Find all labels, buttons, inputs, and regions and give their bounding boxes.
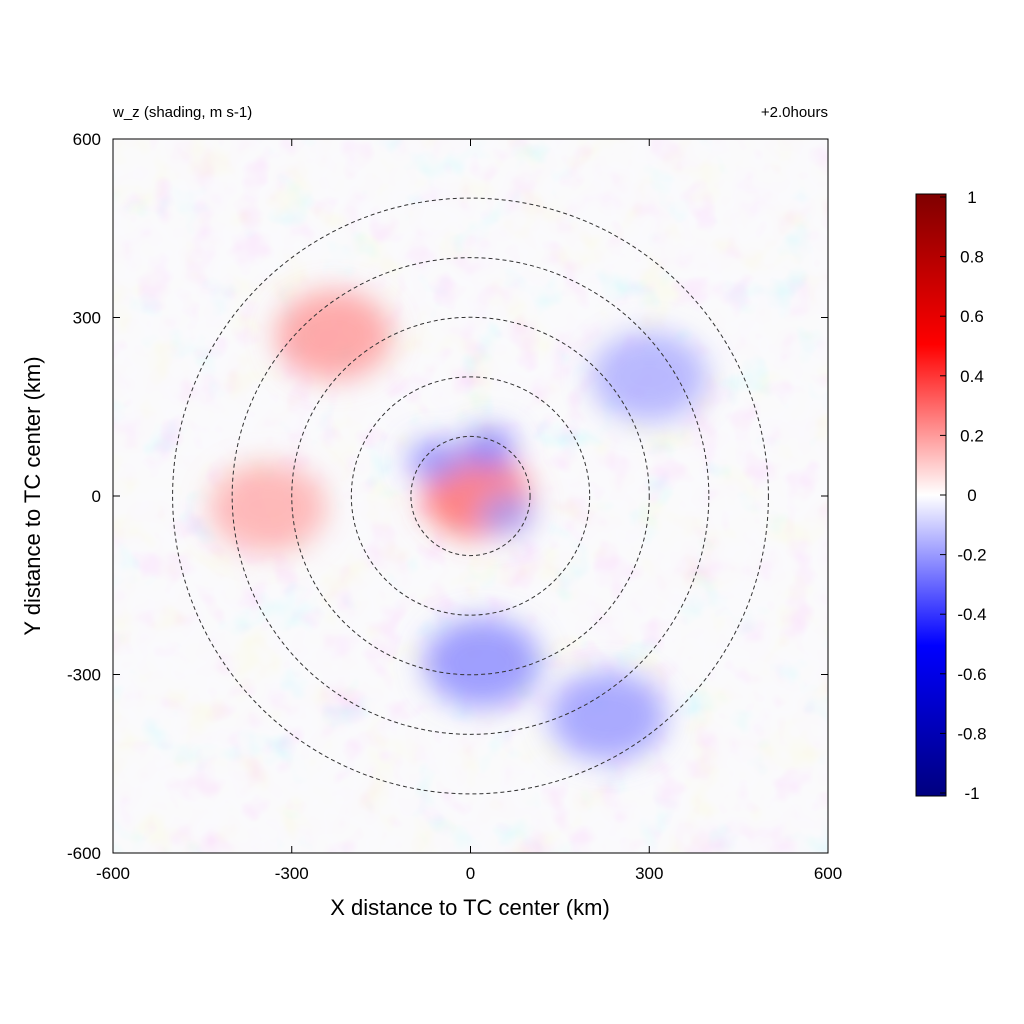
colorbar-tick-label: -0.8: [957, 724, 986, 743]
chart-title-right: +2.0hours: [761, 104, 828, 121]
heatmap-features: [209, 290, 708, 761]
x-tick-label: 0: [466, 864, 475, 883]
heatmap-feature: [591, 332, 708, 422]
colorbar-tick-label: -0.6: [957, 665, 986, 684]
colorbar: 1 0.8 0.6 0.4 0.2 0 -0.2 -0.4 -0.6 -0.8 -1: [915, 188, 987, 803]
heatmap-feature: [407, 439, 462, 482]
heatmap-field: [113, 139, 828, 853]
x-tick-label: -600: [96, 864, 130, 883]
heatmap-feature: [461, 427, 516, 470]
range-ring: [350, 376, 591, 616]
heatmap-feature: [549, 671, 666, 761]
y-tick-label: -600: [67, 844, 101, 863]
y-axis: 600 300 0 -300 -600: [67, 130, 828, 863]
colorbar-tick-label: 0.8: [960, 248, 984, 267]
colorbar-ticks: 1 0.8 0.6 0.4 0.2 0 -0.2 -0.4 -0.6 -0.8 -1: [940, 188, 987, 803]
colorbar-tick-label: 1: [967, 188, 976, 207]
y-tick-label: 0: [92, 487, 101, 506]
x-tick-label: 300: [635, 864, 663, 883]
x-tick-label: -300: [275, 864, 309, 883]
x-axis-title: X distance to TC center (km): [330, 895, 610, 920]
colorbar-tick-label: 0.2: [960, 426, 984, 445]
x-tick-label: 600: [814, 864, 842, 883]
colorbar-tick-label: 0.6: [960, 307, 984, 326]
colorbar-tick-label: -1: [964, 784, 979, 803]
heatmap-feature: [479, 492, 534, 535]
chart-title-left: w_z (shading, m s-1): [112, 104, 252, 121]
colorbar-tick-label: -0.4: [957, 605, 986, 624]
range-ring: [291, 316, 650, 676]
heatmap-feature: [424, 617, 541, 708]
range-rings: [172, 197, 769, 795]
y-tick-label: -300: [67, 666, 101, 685]
colorbar-tick-label: 0.4: [960, 367, 984, 386]
range-ring: [410, 435, 531, 557]
y-tick-label: 300: [73, 309, 101, 328]
colorbar-tick-label: -0.2: [957, 546, 986, 565]
heatmap-feature: [209, 463, 327, 553]
colorbar-tick-label: 0: [967, 486, 976, 505]
heatmap-feature: [275, 290, 392, 381]
y-tick-label: 600: [73, 130, 101, 149]
range-ring: [172, 197, 769, 795]
x-axis: -600 -300 0 300 600: [96, 139, 842, 883]
range-ring: [231, 257, 710, 735]
y-axis-title: Y distance to TC center (km): [20, 356, 45, 635]
